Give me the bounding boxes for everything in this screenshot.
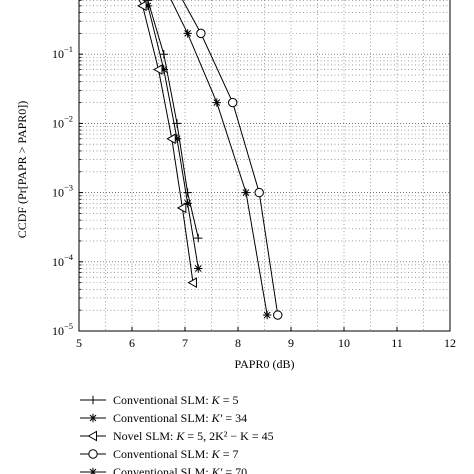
legend-marker <box>88 413 98 423</box>
y-tick-label: 10−5 <box>52 321 73 338</box>
data-point <box>212 98 221 107</box>
y-tick-label: 10−1 <box>52 44 73 61</box>
series-line <box>182 0 279 316</box>
data-point <box>159 50 168 59</box>
y-tick-label: 10−4 <box>52 252 74 269</box>
legend-item-5: Conventional SLM: K′ = 70 <box>80 465 247 474</box>
data-point <box>143 1 153 11</box>
series-group <box>137 0 283 320</box>
legend-item-1: Conventional SLM: K = 5 <box>80 393 238 407</box>
x-axis: 5 6 7 8 9 10 11 12 <box>76 327 456 350</box>
data-point <box>152 64 163 75</box>
y-axis: 10−1 10−2 10−3 10−4 10−5 <box>52 0 83 338</box>
x-axis-label: PAPR0 (dB) <box>235 357 295 371</box>
data-point <box>183 199 192 208</box>
legend-marker <box>88 449 98 459</box>
data-point <box>183 29 192 38</box>
data-point <box>159 65 168 74</box>
legend-marker <box>88 395 98 405</box>
data-point <box>187 277 197 288</box>
x-tick-label: 7 <box>182 336 188 350</box>
plot-frame <box>78 0 451 332</box>
data-point <box>262 310 272 320</box>
series-5 <box>170 0 272 320</box>
x-tick-label: 12 <box>444 336 456 350</box>
legend-marker <box>87 430 97 442</box>
data-point <box>194 233 203 243</box>
data-point <box>166 133 176 145</box>
data-point <box>273 310 283 320</box>
data-point <box>241 188 251 197</box>
series-line <box>146 0 199 239</box>
series-1 <box>143 0 203 243</box>
legend: Conventional SLM: K = 5 Conventional SLM:… <box>80 393 274 474</box>
legend-label: Conventional SLM: K′ = 34 <box>113 411 247 425</box>
series-line <box>170 0 268 316</box>
data-point <box>194 264 203 273</box>
legend-marker <box>88 467 98 474</box>
data-point <box>183 188 192 197</box>
legend-label: Conventional SLM: K = 7 <box>113 447 238 461</box>
legend-label: Novel SLM: K = 5, 2K² − K = 45 <box>113 429 274 443</box>
y-tick-label: 10−3 <box>52 183 73 200</box>
series-line <box>138 0 194 283</box>
series-3 <box>137 0 197 288</box>
legend-item-2: Conventional SLM: K′ = 34 <box>80 411 247 425</box>
series-4 <box>182 0 283 320</box>
grid-lines <box>79 0 450 331</box>
legend-label: Conventional SLM: K = 5 <box>113 393 238 407</box>
x-tick-label: 8 <box>235 336 241 350</box>
legend-item-4: Conventional SLM: K = 7 <box>80 447 238 461</box>
data-point <box>228 97 238 108</box>
data-point <box>196 28 206 39</box>
data-point <box>172 134 182 143</box>
y-tick-label: 10−2 <box>52 113 73 130</box>
legend-item-3: Novel SLM: K = 5, 2K² − K = 45 <box>80 429 274 443</box>
data-point <box>176 202 187 214</box>
data-point <box>254 187 264 198</box>
x-tick-label: 10 <box>338 336 350 350</box>
x-tick-label: 6 <box>129 336 135 350</box>
x-tick-label: 9 <box>288 336 294 350</box>
x-tick-label: 11 <box>391 336 403 350</box>
legend-label: Conventional SLM: K′ = 70 <box>113 465 247 474</box>
x-tick-label: 5 <box>76 336 82 350</box>
y-axis-label: CCDF (Pr[PAPR > PAPR0]) <box>15 101 29 239</box>
data-point <box>137 0 147 12</box>
